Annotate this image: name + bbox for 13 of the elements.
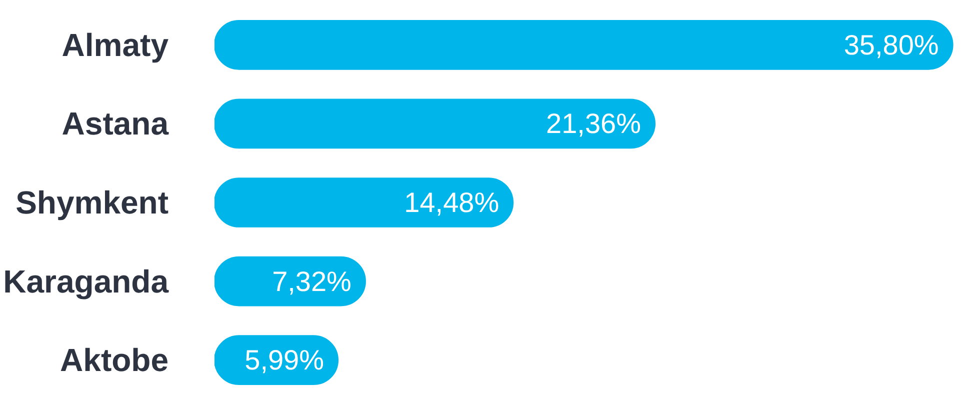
bar <box>214 98 656 149</box>
bar <box>214 178 514 228</box>
data-label: 21,36% <box>546 108 642 140</box>
y-tick-label: Aktobe <box>60 342 168 378</box>
y-tick-label: Karaganda <box>3 263 169 300</box>
data-label: 5,99% <box>244 344 324 376</box>
y-tick-label: Almaty <box>62 26 169 63</box>
data-label: 14,48% <box>404 187 500 218</box>
bar <box>214 20 954 70</box>
y-tick-label: Astana <box>62 106 169 142</box>
data-label: 7,32% <box>272 266 352 297</box>
y-tick-label: Shymkent <box>16 184 169 220</box>
data-label: 35,80% <box>844 29 939 60</box>
